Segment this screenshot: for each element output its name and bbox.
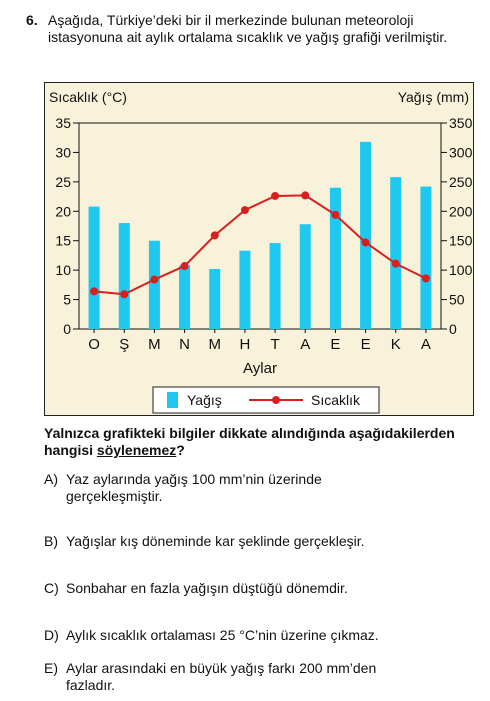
- left-tick-label: 15: [55, 233, 71, 249]
- temperature-point: [90, 287, 99, 296]
- x-tick-label: E: [361, 336, 371, 353]
- temperature-point: [180, 262, 189, 271]
- precip-bar: [179, 265, 191, 329]
- option-e-letter: E): [44, 660, 58, 676]
- x-tick-label: A: [300, 336, 310, 353]
- precip-bar: [299, 224, 311, 329]
- question-stem: Yalnızca grafikteki bilgiler dikkate alı…: [44, 425, 474, 459]
- precip-bar: [209, 268, 221, 329]
- question-prefix: Yalnızca grafikteki bilgiler dikkate alı…: [44, 425, 455, 458]
- right-tick-label: 250: [449, 174, 473, 190]
- x-axis-title: Aylar: [243, 360, 277, 377]
- precip-bar: [329, 187, 341, 329]
- temperature-point: [361, 238, 370, 247]
- right-tick-label: 100: [449, 262, 473, 278]
- right-tick-label: 350: [449, 115, 473, 131]
- right-tick-label: 200: [449, 203, 473, 219]
- option-b-letter: B): [44, 533, 58, 549]
- option-d[interactable]: D) Aylık sıcaklık ortalaması 25 °C’nin üz…: [44, 627, 474, 644]
- left-tick-label: 0: [63, 321, 71, 337]
- plot-frame: [78, 122, 442, 330]
- temperature-point: [210, 231, 219, 240]
- option-a-text-2: gerçekleşmiştir.: [66, 488, 163, 504]
- option-d-letter: D): [44, 627, 59, 643]
- legend-marker-temp: [272, 396, 280, 404]
- x-tick-label: N: [179, 336, 190, 353]
- option-a-letter: A): [44, 471, 58, 487]
- precip-bar: [239, 250, 251, 329]
- option-e[interactable]: E) Aylar arasındaki en büyük yağış farkı …: [44, 660, 474, 694]
- legend-label-temp: Sıcaklık: [311, 392, 361, 408]
- x-tick-label: M: [209, 336, 222, 353]
- legend-swatch-precip: [167, 392, 178, 408]
- option-e-text: Aylar arasındaki en büyük yağış farkı 20…: [66, 660, 377, 676]
- left-tick-label: 5: [63, 292, 71, 308]
- temperature-point: [421, 274, 430, 283]
- option-c-letter: C): [44, 580, 59, 596]
- temperature-point: [240, 206, 249, 215]
- x-tick-label: T: [270, 336, 279, 353]
- left-tick-label: 35: [55, 115, 71, 131]
- right-axis-title: Yağış (mm): [398, 89, 469, 105]
- precip-bar: [88, 206, 100, 329]
- right-tick-label: 0: [449, 321, 457, 337]
- left-tick-label: 30: [55, 144, 71, 160]
- x-tick-label: A: [421, 336, 431, 353]
- x-tick-label: K: [391, 336, 401, 353]
- option-a[interactable]: A) Yaz aylarında yağış 100 mm’nin üzerind…: [44, 471, 474, 505]
- precip-bar: [118, 223, 130, 329]
- left-tick-label: 25: [55, 174, 71, 190]
- question-intro: Aşağıda, Türkiye’deki bir il merkezinde …: [48, 12, 448, 45]
- x-tick-label: M: [148, 336, 161, 353]
- x-tick-label: Ş: [119, 336, 129, 353]
- temperature-point: [271, 191, 280, 200]
- question-emphasis: söylenemez: [96, 442, 177, 458]
- legend-label-precip: Yağış: [187, 392, 222, 408]
- option-a-text: Yaz aylarında yağış 100 mm’nin üzerinde: [66, 471, 322, 487]
- option-d-text: Aylık sıcaklık ortalaması 25 °C’nin üzer…: [66, 627, 379, 643]
- x-tick-label: E: [330, 336, 340, 353]
- option-c[interactable]: C) Sonbahar en fazla yağışın düştüğü döne…: [44, 580, 474, 597]
- combo-chart: Sıcaklık (°C) Yağış (mm)05101520253035050…: [49, 89, 473, 414]
- left-tick-label: 20: [55, 203, 71, 219]
- temperature-point: [331, 210, 340, 219]
- option-b[interactable]: B) Yağışlar kış döneminde kar şeklinde ge…: [44, 533, 474, 550]
- option-c-text: Sonbahar en fazla yağışın düştüğü dönemd…: [66, 580, 348, 596]
- option-b-text: Yağışlar kış döneminde kar şeklinde gerç…: [66, 533, 365, 549]
- right-tick-label: 150: [449, 233, 473, 249]
- left-axis-title: Sıcaklık (°C): [49, 89, 127, 105]
- left-tick-label: 10: [55, 262, 71, 278]
- temperature-point: [301, 191, 310, 200]
- x-tick-label: O: [88, 336, 100, 353]
- chart-panel: Sıcaklık (°C) Yağış (mm) 0 5 10 15 20 25 30 35 0 50…: [44, 82, 474, 416]
- temperature-point: [150, 275, 159, 284]
- temperature-point: [120, 290, 129, 299]
- precip-bar: [269, 243, 281, 329]
- temperature-line: [93, 194, 427, 296]
- right-tick-label: 300: [449, 144, 473, 160]
- option-e-text-2: fazladır.: [66, 677, 116, 693]
- precip-bar: [420, 186, 432, 329]
- question-number: 6.: [26, 12, 38, 28]
- right-tick-label: 50: [449, 292, 465, 308]
- x-tick-label: H: [239, 336, 250, 353]
- precip-bar: [148, 240, 160, 329]
- temperature-point: [391, 259, 400, 268]
- precip-bar: [390, 177, 402, 329]
- question-suffix: ?: [176, 442, 185, 458]
- precip-bar: [360, 141, 372, 329]
